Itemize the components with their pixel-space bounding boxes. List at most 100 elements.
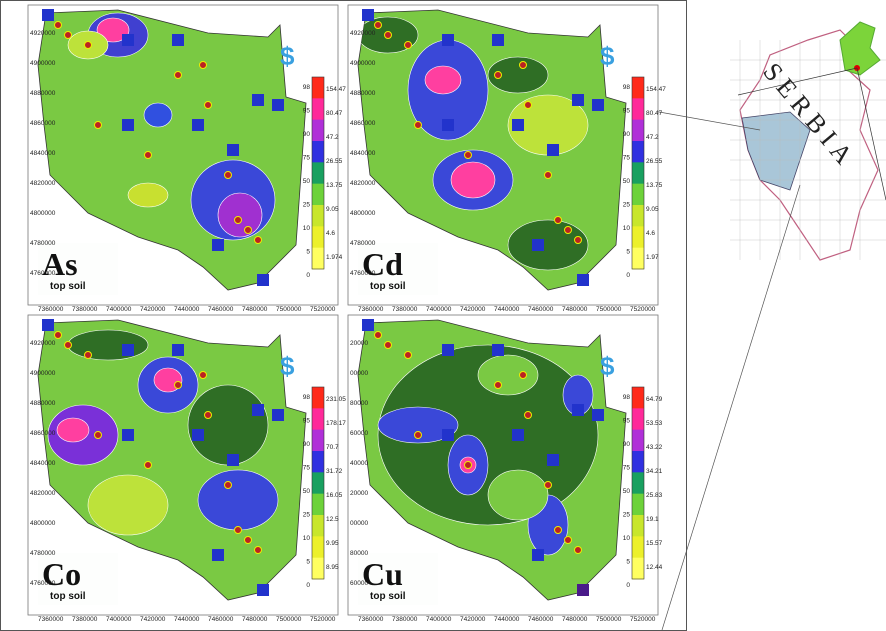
contour-zone	[377, 344, 599, 526]
legend-value: 13.75	[646, 182, 663, 189]
y-label: 20000	[350, 490, 368, 497]
legend-value: 154.47	[326, 86, 346, 93]
legend-band	[312, 205, 324, 227]
x-label: 7460000	[528, 306, 554, 313]
legend-band	[632, 247, 644, 270]
sample-site	[442, 34, 454, 46]
legend-level: 90	[303, 131, 311, 138]
legend-level: 90	[303, 441, 311, 448]
legend-value: 53.53	[646, 420, 663, 427]
contour-zone	[507, 219, 589, 271]
sample-point	[84, 351, 92, 359]
sample-site	[212, 549, 224, 561]
legend-band	[632, 451, 644, 473]
legend-band	[312, 141, 324, 163]
x-label: 7500000	[596, 616, 622, 623]
contour-zone	[187, 384, 269, 466]
legend-value: 1.974	[326, 254, 343, 261]
y-label: 4760000	[30, 270, 56, 277]
x-label: 7360000	[358, 616, 384, 623]
sample-point	[524, 101, 532, 109]
legend-level: 5	[626, 249, 630, 256]
x-label: 7420000	[140, 306, 166, 313]
sample-point	[464, 151, 472, 159]
legend-value: 47.2	[646, 134, 659, 141]
legend-level: 25	[303, 202, 311, 209]
legend-band	[632, 472, 644, 495]
legend-band	[632, 429, 644, 452]
sample-point	[464, 461, 472, 469]
x-label: 7520000	[310, 306, 336, 313]
contour-zone	[377, 406, 459, 444]
legend-level: 95	[303, 108, 311, 115]
legend-level: 75	[303, 155, 311, 162]
legend-value: 15.57	[646, 540, 663, 547]
legend-band	[632, 387, 644, 409]
sample-point	[554, 526, 562, 534]
legend-band	[312, 183, 324, 206]
x-label: 7400000	[106, 616, 132, 623]
sample-site	[577, 274, 589, 286]
sample-site	[227, 144, 239, 156]
legend-level: 98	[623, 84, 631, 91]
element-label: As	[42, 246, 78, 282]
sample-site	[227, 454, 239, 466]
sample-site	[257, 584, 269, 596]
x-label: 7440000	[494, 306, 520, 313]
sample-point	[94, 121, 102, 129]
legend-band	[632, 98, 644, 121]
legend-level: 10	[303, 225, 311, 232]
sample-site	[572, 94, 584, 106]
sample-point	[544, 481, 552, 489]
legend-level: 50	[623, 488, 631, 495]
x-label: 7380000	[392, 616, 418, 623]
sample-point	[174, 71, 182, 79]
y-label: 60000	[350, 430, 368, 437]
legend-level: 90	[623, 131, 631, 138]
x-label: 7480000	[242, 616, 268, 623]
y-label: 4840000	[30, 460, 56, 467]
legend-value: 12.5	[326, 516, 339, 523]
y-label: 4800000	[30, 520, 56, 527]
y-label: 80000	[350, 400, 368, 407]
legend-level: 50	[303, 178, 311, 185]
legend-value: 1.97	[646, 254, 659, 261]
sample-site	[577, 584, 589, 596]
x-label: 7480000	[562, 616, 588, 623]
sample-point	[234, 216, 242, 224]
element-label: Cu	[362, 556, 403, 592]
y-label: 4760000	[30, 580, 56, 587]
x-label: 7420000	[140, 616, 166, 623]
legend-level: 90	[623, 441, 631, 448]
sample-site	[172, 344, 184, 356]
contour-zone	[96, 17, 130, 43]
x-label: 7380000	[72, 306, 98, 313]
x-label: 7400000	[426, 616, 452, 623]
sample-point	[374, 21, 382, 29]
legend-level: 75	[623, 155, 631, 162]
legend-band	[312, 429, 324, 452]
contour-zone	[487, 56, 549, 94]
legend-level: 5	[306, 249, 310, 256]
y-label: 4920000	[30, 30, 56, 37]
y-label: 00000	[350, 520, 368, 527]
sample-site	[512, 119, 524, 131]
legend-band	[632, 408, 644, 431]
legend-value: 64.79	[646, 396, 663, 403]
y-label: 80000	[350, 550, 368, 557]
subtitle: top soil	[370, 591, 406, 602]
y-label: 4880000	[30, 90, 56, 97]
sample-point	[494, 381, 502, 389]
sample-site	[532, 239, 544, 251]
x-label: 7500000	[276, 306, 302, 313]
legend-frame	[311, 76, 325, 270]
x-label: 7520000	[630, 616, 656, 623]
y-label: 4780000	[350, 240, 376, 247]
map-panel: $20000 00000 80000 60000 40000 20000 00000 8000…	[347, 314, 663, 623]
sample-site	[212, 239, 224, 251]
sample-site	[492, 34, 504, 46]
y-label: 4800000	[30, 210, 56, 217]
contour-zone	[217, 192, 263, 238]
sample-site	[532, 549, 544, 561]
legend-band	[312, 162, 324, 185]
